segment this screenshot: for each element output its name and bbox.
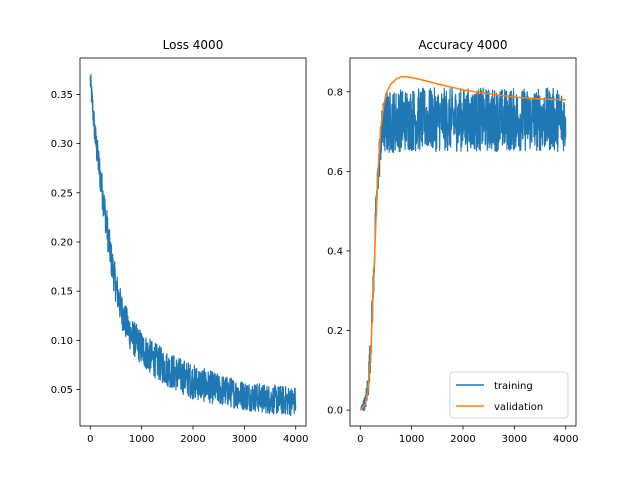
accuracy-chart: Accuracy 4000 0 1000 2000 3000 4000 0.0 0.2 0.4… <box>327 38 578 445</box>
x-tick-label: 1000 <box>129 434 154 445</box>
y-tick-label: 0.2 <box>327 326 343 337</box>
x-tick-label: 3000 <box>502 434 527 445</box>
y-tick-label: 0.35 <box>51 90 73 101</box>
x-tick-label: 0 <box>357 434 363 445</box>
y-tick-label: 0.8 <box>327 87 343 98</box>
x-tick-label: 2000 <box>180 434 205 445</box>
x-tick-label: 3000 <box>232 434 257 445</box>
x-tick-label: 2000 <box>450 434 475 445</box>
y-tick-label: 0.30 <box>51 139 73 150</box>
y-tick-label: 0.10 <box>51 336 73 347</box>
legend-label-validation: validation <box>494 402 543 413</box>
y-tick-label: 0.25 <box>51 188 73 199</box>
y-tick-label: 0.05 <box>51 385 73 396</box>
loss-chart-title: Loss 4000 <box>163 38 224 52</box>
accuracy-legend: training validation <box>449 371 569 419</box>
x-tick-label: 1000 <box>399 434 424 445</box>
x-tick-label: 0 <box>87 434 93 445</box>
legend-label-training: training <box>494 381 533 392</box>
x-tick-label: 4000 <box>283 434 308 445</box>
y-tick-label: 0.20 <box>51 238 73 249</box>
y-tick-label: 0.0 <box>327 406 343 417</box>
validation-series-line <box>359 75 566 411</box>
y-tick-label: 0.6 <box>327 167 343 178</box>
loss-series-line <box>89 73 297 417</box>
accuracy-chart-title: Accuracy 4000 <box>418 38 507 52</box>
y-tick-label: 0.15 <box>51 287 73 298</box>
training-series-line <box>359 87 567 412</box>
y-tick-label: 0.4 <box>327 246 343 257</box>
x-tick-label: 4000 <box>553 434 578 445</box>
loss-chart: Loss 4000 0 1000 2000 3000 4000 0.05 0.10 0.15 0… <box>51 38 309 445</box>
